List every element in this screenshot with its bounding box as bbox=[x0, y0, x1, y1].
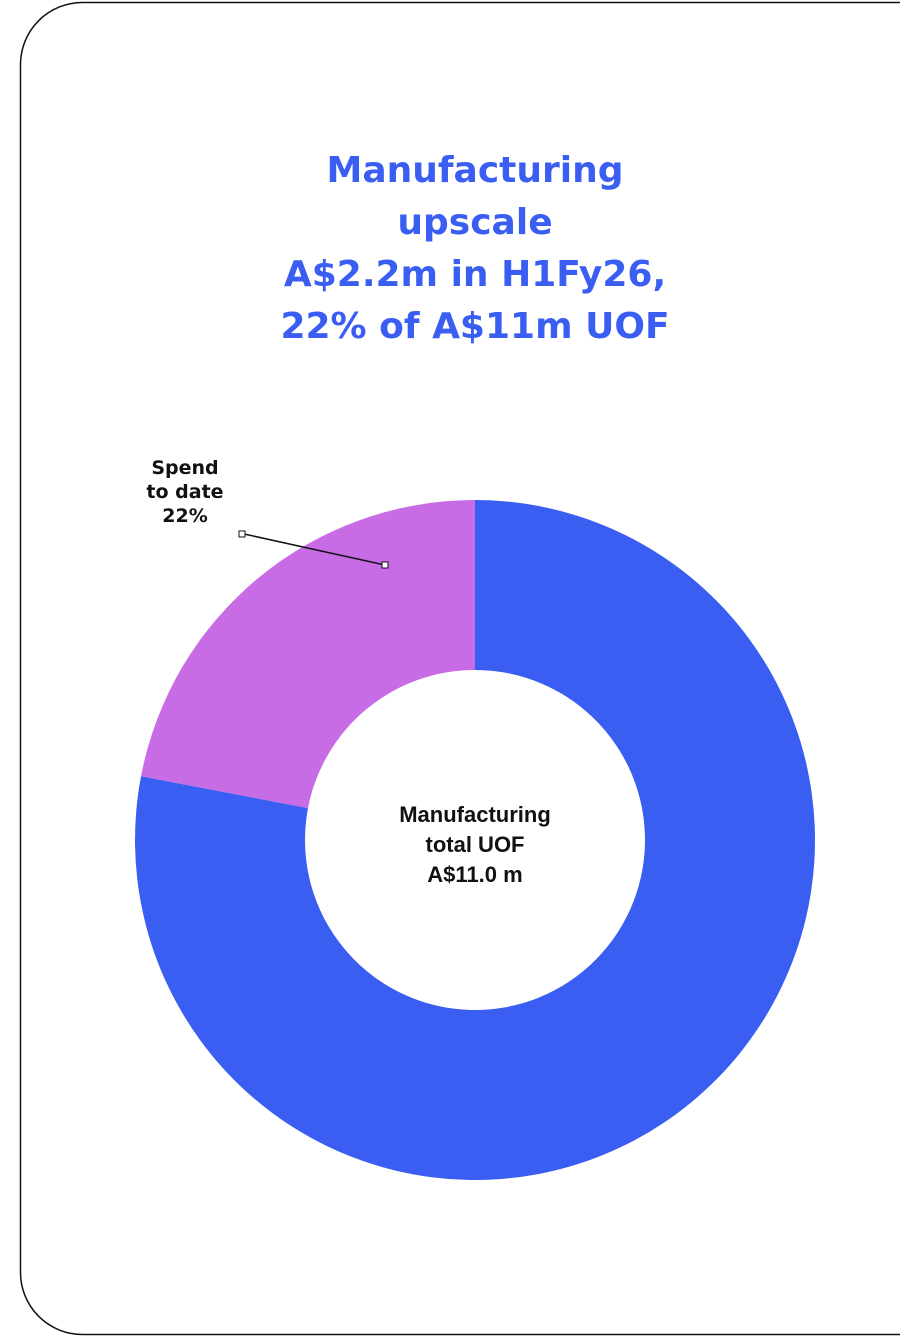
leader-line bbox=[243, 533, 386, 566]
chart-title: upscale bbox=[397, 202, 552, 243]
chart-title: 22% of A$11m UOF bbox=[280, 306, 669, 347]
leader-end bbox=[381, 561, 389, 569]
center-label: total UOF bbox=[426, 832, 525, 857]
slice bbox=[141, 500, 475, 809]
leader-end bbox=[238, 530, 246, 538]
chart-title: A$2.2m in H1Fy26, bbox=[284, 254, 666, 295]
slice-category: Spend to date bbox=[146, 457, 224, 503]
chart-title: Manufacturing bbox=[327, 150, 624, 191]
center-label: A$11.0 m bbox=[427, 862, 522, 887]
slice-label: Spend to date 22% bbox=[145, 456, 225, 528]
donut bbox=[135, 500, 816, 1180]
slice bbox=[135, 500, 816, 1180]
center-label: Manufacturing bbox=[399, 802, 551, 827]
card bbox=[19, 1, 900, 1336]
slice-value-label: 22% bbox=[162, 505, 208, 527]
